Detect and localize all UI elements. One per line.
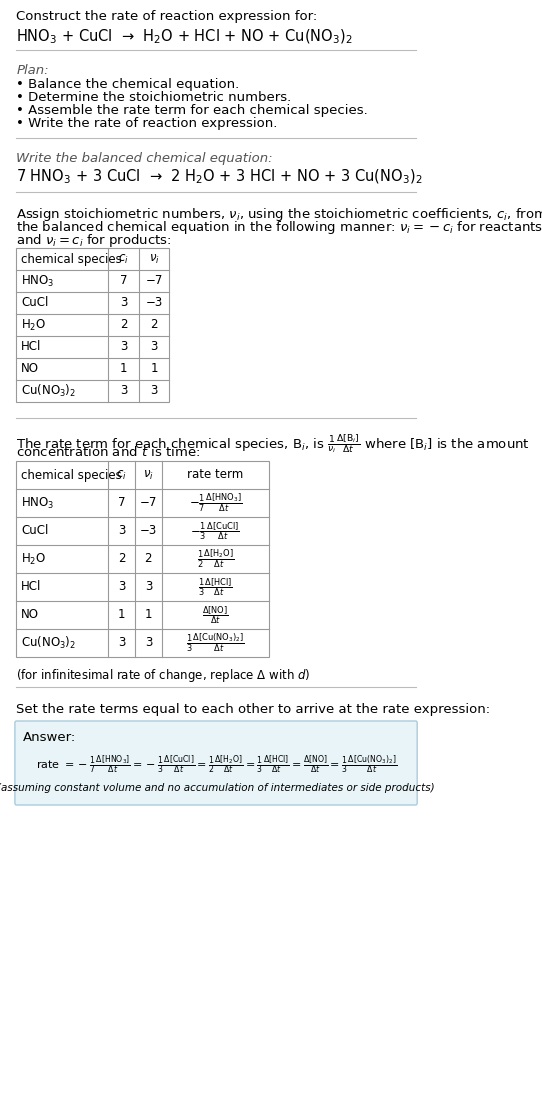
- Text: 3: 3: [118, 581, 125, 594]
- Text: The rate term for each chemical species, B$_i$, is $\frac{1}{\nu_i}\frac{\Delta[: The rate term for each chemical species,…: [16, 432, 530, 455]
- Text: H$_2$O: H$_2$O: [21, 318, 46, 332]
- Text: (for infinitesimal rate of change, replace Δ with $d$): (for infinitesimal rate of change, repla…: [16, 667, 311, 684]
- Text: $\frac{1}{3}\frac{\Delta[\mathrm{Cu(NO_3)_2}]}{\Delta t}$: $\frac{1}{3}\frac{\Delta[\mathrm{Cu(NO_3…: [186, 632, 244, 654]
- Text: Plan:: Plan:: [16, 64, 49, 76]
- Text: (assuming constant volume and no accumulation of intermediates or side products): (assuming constant volume and no accumul…: [0, 783, 435, 793]
- Text: $\frac{1}{3}\frac{\Delta[\mathrm{HCl}]}{\Delta t}$: $\frac{1}{3}\frac{\Delta[\mathrm{HCl}]}{…: [198, 576, 233, 598]
- Text: 1: 1: [118, 608, 125, 622]
- Text: $c_i$: $c_i$: [116, 469, 127, 482]
- Text: NO: NO: [21, 608, 39, 622]
- Text: 2: 2: [145, 553, 152, 565]
- Text: −7: −7: [140, 496, 157, 510]
- Text: 1: 1: [120, 362, 127, 376]
- Text: 3: 3: [145, 581, 152, 594]
- Text: CuCl: CuCl: [21, 297, 48, 309]
- Text: $c_i$: $c_i$: [118, 253, 129, 266]
- Text: 2: 2: [150, 318, 158, 331]
- Text: HNO$_3$: HNO$_3$: [21, 274, 55, 288]
- Text: HCl: HCl: [21, 581, 41, 594]
- Text: 2: 2: [118, 553, 125, 565]
- Text: HNO$_3$: HNO$_3$: [21, 495, 55, 511]
- Text: rate $= -\frac{1}{7}\frac{\Delta[\mathrm{HNO_3}]}{\Delta t} = -\frac{1}{3}\frac{: rate $= -\frac{1}{7}\frac{\Delta[\mathrm…: [36, 753, 397, 776]
- Text: • Determine the stoichiometric numbers.: • Determine the stoichiometric numbers.: [16, 91, 292, 104]
- Text: −3: −3: [140, 524, 157, 537]
- Text: −7: −7: [145, 275, 163, 287]
- Text: Set the rate terms equal to each other to arrive at the rate expression:: Set the rate terms equal to each other t…: [16, 702, 491, 716]
- Text: $-\frac{1}{7}\frac{\Delta[\mathrm{HNO}_3]}{\Delta t}$: $-\frac{1}{7}\frac{\Delta[\mathrm{HNO}_3…: [189, 492, 242, 514]
- Text: 3: 3: [120, 297, 127, 309]
- Text: $\nu_i$: $\nu_i$: [143, 469, 154, 482]
- Text: 7: 7: [120, 275, 127, 287]
- Text: • Assemble the rate term for each chemical species.: • Assemble the rate term for each chemic…: [16, 104, 368, 117]
- Text: 3: 3: [151, 340, 158, 353]
- Bar: [16, 461, 269, 657]
- Text: 3: 3: [151, 384, 158, 398]
- Text: $\nu_i$: $\nu_i$: [149, 253, 159, 266]
- Text: −3: −3: [145, 297, 163, 309]
- Text: 3: 3: [120, 384, 127, 398]
- Text: 3: 3: [118, 524, 125, 537]
- Text: chemical species: chemical species: [21, 253, 122, 266]
- Text: $\frac{\Delta[\mathrm{NO}]}{\Delta t}$: $\frac{\Delta[\mathrm{NO}]}{\Delta t}$: [202, 604, 229, 626]
- Text: • Write the rate of reaction expression.: • Write the rate of reaction expression.: [16, 117, 278, 130]
- Text: Answer:: Answer:: [23, 731, 76, 743]
- Text: Write the balanced chemical equation:: Write the balanced chemical equation:: [16, 152, 273, 165]
- Text: 3: 3: [145, 636, 152, 649]
- Text: 1: 1: [145, 608, 152, 622]
- Text: • Balance the chemical equation.: • Balance the chemical equation.: [16, 78, 240, 91]
- Text: rate term: rate term: [187, 469, 243, 482]
- Text: 7 HNO$_3$ + 3 CuCl  →  2 H$_2$O + 3 HCl + NO + 3 Cu(NO$_3$)$_2$: 7 HNO$_3$ + 3 CuCl → 2 H$_2$O + 3 HCl + …: [16, 168, 423, 186]
- Text: concentration and $t$ is time:: concentration and $t$ is time:: [16, 445, 201, 459]
- Text: CuCl: CuCl: [21, 524, 48, 537]
- Text: 2: 2: [120, 318, 127, 331]
- Text: 3: 3: [120, 340, 127, 353]
- Text: 7: 7: [118, 496, 125, 510]
- Text: 3: 3: [118, 636, 125, 649]
- Text: Construct the rate of reaction expression for:: Construct the rate of reaction expressio…: [16, 10, 318, 23]
- Text: and $\nu_i = c_i$ for products:: and $\nu_i = c_i$ for products:: [16, 232, 172, 249]
- Text: the balanced chemical equation in the following manner: $\nu_i = -c_i$ for react: the balanced chemical equation in the fo…: [16, 219, 542, 236]
- Text: $-\frac{1}{3}\frac{\Delta[\mathrm{CuCl}]}{\Delta t}$: $-\frac{1}{3}\frac{\Delta[\mathrm{CuCl}]…: [190, 520, 240, 542]
- Bar: [16, 248, 170, 402]
- Text: Cu(NO$_3$)$_2$: Cu(NO$_3$)$_2$: [21, 383, 76, 399]
- Text: HNO$_3$ + CuCl  →  H$_2$O + HCl + NO + Cu(NO$_3$)$_2$: HNO$_3$ + CuCl → H$_2$O + HCl + NO + Cu(…: [16, 28, 353, 47]
- Text: Cu(NO$_3$)$_2$: Cu(NO$_3$)$_2$: [21, 635, 76, 652]
- FancyBboxPatch shape: [15, 721, 417, 806]
- Text: chemical species: chemical species: [21, 469, 122, 482]
- Text: 1: 1: [150, 362, 158, 376]
- Text: HCl: HCl: [21, 340, 41, 353]
- Text: NO: NO: [21, 362, 39, 376]
- Text: Assign stoichiometric numbers, $\nu_i$, using the stoichiometric coefficients, $: Assign stoichiometric numbers, $\nu_i$, …: [16, 206, 542, 223]
- Text: H$_2$O: H$_2$O: [21, 552, 46, 566]
- Text: $\frac{1}{2}\frac{\Delta[\mathrm{H_2O}]}{\Delta t}$: $\frac{1}{2}\frac{\Delta[\mathrm{H_2O}]}…: [197, 547, 234, 571]
